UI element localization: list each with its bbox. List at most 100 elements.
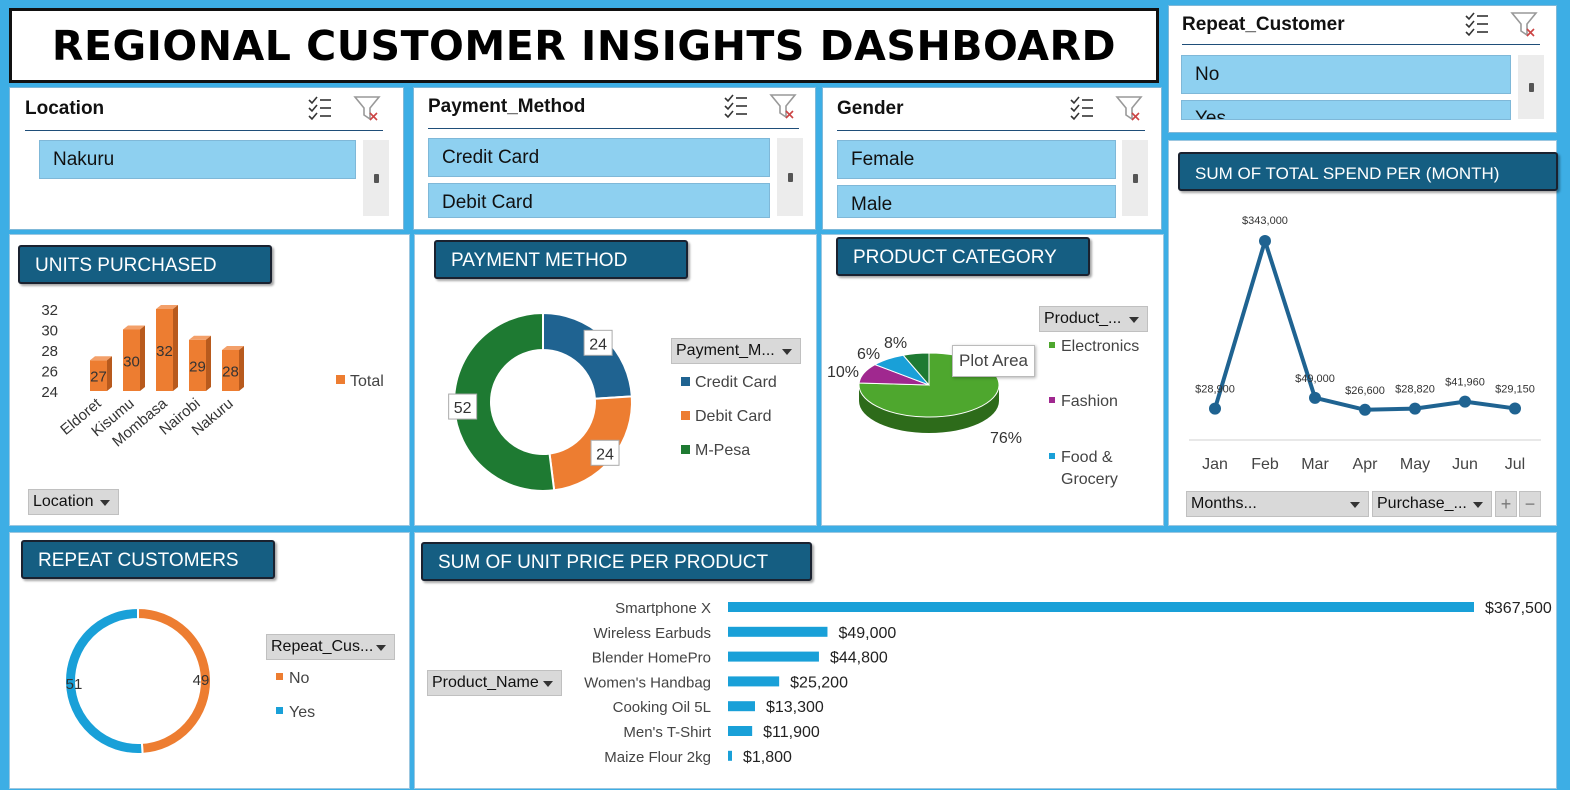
- slicer-item-yes[interactable]: Yes: [1181, 100, 1511, 120]
- slicer-title: Location: [25, 98, 105, 119]
- data-label: 76%: [990, 430, 1022, 447]
- expand-field-button[interactable]: +: [1495, 491, 1517, 517]
- multi-select-icon[interactable]: [308, 96, 331, 121]
- legend-label: No: [289, 670, 310, 687]
- collapse-field-button[interactable]: −: [1519, 491, 1541, 517]
- pie-slice: [902, 352, 930, 387]
- multi-select-icon[interactable]: [1465, 12, 1488, 37]
- slicer-item-debit-card[interactable]: Debit Card: [428, 183, 770, 218]
- clear-filter-icon[interactable]: [1115, 96, 1143, 121]
- panel-units-purchased: UNITS PURCHASED 32 30 28 26 24 27 Eldoret 30 Kis…: [9, 234, 410, 526]
- chart-title-units: UNITS PURCHASED: [18, 245, 272, 284]
- data-label: $28,900: [1195, 384, 1235, 396]
- data-point: [1409, 402, 1421, 415]
- chevron-down-icon: [1350, 502, 1360, 508]
- bar-side: [140, 325, 145, 391]
- slicer-item-no[interactable]: No: [1181, 55, 1511, 94]
- legend-swatch: [336, 375, 345, 384]
- field-button-location[interactable]: Location: [28, 489, 119, 515]
- slicer-header: Location: [25, 94, 383, 131]
- field-button-label: Location: [33, 493, 94, 510]
- data-label: 51: [66, 676, 83, 693]
- chevron-down-icon: [782, 349, 792, 355]
- multi-select-icon[interactable]: [1070, 96, 1093, 121]
- data-label-box: [583, 329, 613, 356]
- slicer-controls: [1465, 12, 1538, 37]
- bar-side: [239, 346, 244, 391]
- slicer-scrollbar[interactable]: [1518, 55, 1544, 119]
- y-tick-label: Cooking Oil 5L: [613, 699, 711, 716]
- bar: [728, 676, 780, 687]
- data-label: 30: [123, 353, 140, 370]
- field-button-product-name[interactable]: Product_Name: [427, 670, 562, 696]
- clear-filter-icon[interactable]: [353, 96, 381, 121]
- slicer-title: Repeat_Customer: [1182, 14, 1345, 35]
- slicer-item-nakuru[interactable]: Nakuru: [39, 140, 356, 179]
- legend-swatch: [681, 377, 690, 386]
- chart-title-repeat: REPEAT CUSTOMERS: [21, 540, 275, 579]
- category-chart: 76% 10% 8%6% Electronics Fashion Food & Grocer…: [827, 335, 1139, 488]
- spend-chart: $28,900 Jan $343,000 Feb $49,000 Mar $26,600 Ap…: [1189, 215, 1541, 473]
- data-point: [1359, 403, 1371, 416]
- plot-area-tooltip: Plot Area: [952, 345, 1035, 377]
- x-tick-label: May: [1400, 456, 1430, 473]
- slicer-scrollbar[interactable]: [777, 138, 803, 216]
- donut-slice: [453, 311, 556, 492]
- chevron-down-icon: [1473, 502, 1483, 508]
- data-label: $29,150: [1495, 383, 1535, 395]
- slicer-controls: [724, 94, 797, 119]
- data-label: $367,500: [1485, 600, 1552, 617]
- panel-total-spend: SUM OF TOTAL SPEND PER (MONTH) $28,900 Ja…: [1168, 140, 1558, 526]
- bar: [728, 701, 755, 712]
- x-tick-label: Jun: [1452, 456, 1478, 473]
- field-button-payment[interactable]: Payment_M...: [671, 338, 801, 364]
- bar-side: [107, 356, 112, 391]
- x-tick-label: Mar: [1301, 456, 1329, 473]
- legend-label: Debit Card: [695, 408, 771, 425]
- bar-side: [173, 305, 178, 391]
- legend-swatch: [1049, 453, 1055, 459]
- slicer-payment-method: Payment_Method Credit Card Debit Card: [413, 87, 816, 230]
- data-label-box: [448, 393, 478, 420]
- legend-label: M-Pesa: [695, 442, 750, 459]
- y-tick-label: 32: [41, 302, 58, 319]
- field-button-repeat[interactable]: Repeat_Cus...: [266, 634, 395, 660]
- field-button-months[interactable]: Months...: [1186, 491, 1369, 517]
- data-label: 6%: [857, 346, 880, 363]
- bar: [90, 360, 107, 391]
- slicer-item-credit-card[interactable]: Credit Card: [428, 138, 770, 177]
- field-button-product[interactable]: Product_...: [1039, 306, 1148, 332]
- bar-top: [189, 335, 211, 340]
- panel-payment-method: PAYMENT METHOD 24 Credit Card 24 Debit Card…: [414, 234, 817, 526]
- slicer-item-male[interactable]: Male: [837, 185, 1116, 218]
- bar-top: [222, 346, 244, 350]
- slicer-repeat-customer: Repeat_Customer No Yes: [1168, 5, 1557, 133]
- slicer-scrollbar[interactable]: [1122, 140, 1148, 216]
- bar: [728, 726, 753, 736]
- bar-top: [123, 325, 145, 330]
- legend-label: Credit Card: [695, 374, 777, 391]
- data-label: 8%: [884, 335, 907, 352]
- chart-title-payment: PAYMENT METHOD: [434, 240, 688, 279]
- legend-swatch: [1049, 342, 1055, 348]
- repeat-chart: 49 51 No Yes: [64, 606, 315, 755]
- clear-filter-icon[interactable]: [769, 94, 797, 119]
- data-label: $41,960: [1445, 377, 1485, 389]
- bar-top: [90, 356, 112, 361]
- clear-filter-icon[interactable]: [1510, 12, 1538, 37]
- slicer-item-female[interactable]: Female: [837, 140, 1116, 179]
- dashboard-title-box: REGIONAL CUSTOMER INSIGHTS DASHBOARD: [9, 8, 1159, 83]
- payment-chart: 24 Credit Card 24 Debit Card 52 M-Pesa: [448, 311, 777, 492]
- multi-select-icon[interactable]: [724, 94, 747, 119]
- chevron-down-icon: [1129, 317, 1139, 323]
- slicer-header: Gender: [837, 94, 1145, 131]
- slicer-controls: [308, 96, 381, 121]
- data-label: $11,900: [763, 724, 820, 741]
- data-label: $49,000: [1295, 373, 1335, 385]
- field-button-purchase[interactable]: Purchase_...: [1372, 491, 1492, 517]
- data-point: [1259, 235, 1271, 247]
- slicer-gender: Gender Female Male: [822, 87, 1162, 230]
- slicer-scrollbar[interactable]: [363, 140, 389, 216]
- data-label: 27: [90, 369, 107, 386]
- data-label: 32: [156, 343, 173, 360]
